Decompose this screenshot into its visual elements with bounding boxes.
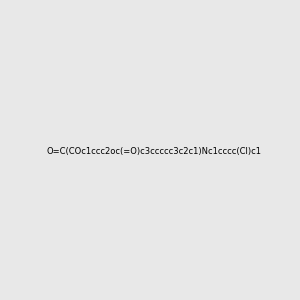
Text: O=C(COc1ccc2oc(=O)c3ccccc3c2c1)Nc1cccc(Cl)c1: O=C(COc1ccc2oc(=O)c3ccccc3c2c1)Nc1cccc(C… — [46, 147, 261, 156]
